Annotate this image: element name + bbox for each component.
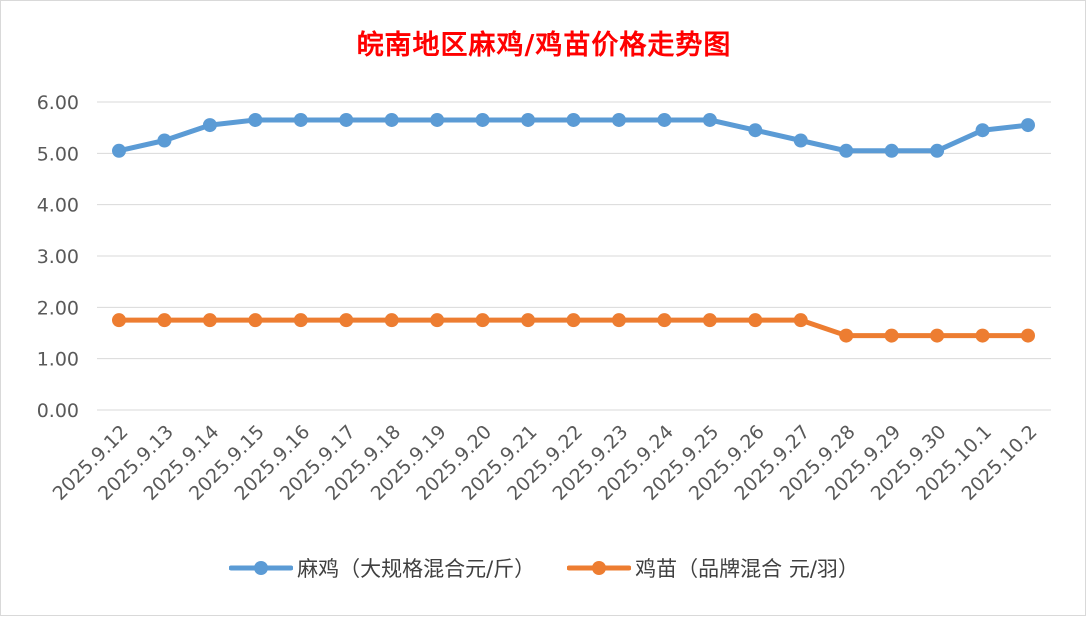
series-2-point[interactable]	[430, 313, 445, 328]
series-2-point[interactable]	[748, 313, 763, 328]
series-1-point[interactable]	[884, 143, 899, 158]
series-1-point[interactable]	[384, 112, 399, 127]
series-1-point[interactable]	[1021, 118, 1035, 133]
series-1-point[interactable]	[430, 112, 445, 127]
series-1-point[interactable]	[930, 143, 945, 158]
series-1-point[interactable]	[657, 112, 672, 127]
legend-swatch-series-2	[567, 561, 632, 575]
series-1-point[interactable]	[521, 112, 536, 127]
y-axis-ticks: 0.00 1.00 2.00 3.00 4.00 5.00 6.00	[37, 92, 79, 422]
series-2-point[interactable]	[611, 313, 626, 328]
series-1-point[interactable]	[475, 112, 490, 127]
series-layer	[112, 112, 1035, 343]
series-1-point[interactable]	[975, 123, 990, 138]
series-2-point[interactable]	[112, 313, 126, 328]
series-1-point[interactable]	[566, 112, 581, 127]
series-1-point[interactable]	[839, 143, 854, 158]
series-2-point[interactable]	[839, 328, 854, 343]
y-tick-label: 0.00	[37, 400, 79, 422]
series-2-point[interactable]	[566, 313, 581, 328]
legend-label-series-1: 麻鸡（大规格混合元/斤）	[297, 557, 536, 581]
series-2-point[interactable]	[793, 313, 808, 328]
series-2-point[interactable]	[293, 313, 308, 328]
series-1-point[interactable]	[339, 112, 354, 127]
series-2-point[interactable]	[657, 313, 672, 328]
series-1-point[interactable]	[157, 133, 172, 148]
series-2-point[interactable]	[930, 328, 945, 343]
series-1-point[interactable]	[293, 112, 308, 127]
series-2-point[interactable]	[1021, 328, 1035, 343]
series-2-point[interactable]	[157, 313, 172, 328]
x-axis-ticks: 2025.9.122025.9.132025.9.142025.9.152025…	[49, 421, 1042, 505]
legend: 麻鸡（大规格混合元/斤） 鸡苗（品牌混合 元/羽）	[1, 553, 1086, 583]
grid-layer	[97, 101, 1051, 411]
y-tick-label: 3.00	[37, 246, 79, 268]
legend-item-series-1[interactable]: 麻鸡（大规格混合元/斤）	[229, 553, 535, 583]
legend-label-series-2: 鸡苗（品牌混合 元/羽）	[635, 557, 859, 581]
series-2-point[interactable]	[475, 313, 490, 328]
series-1-point[interactable]	[248, 112, 263, 127]
legend-item-series-2[interactable]: 鸡苗（品牌混合 元/羽）	[567, 553, 859, 583]
series-1-point[interactable]	[793, 133, 808, 148]
series-2-point[interactable]	[202, 313, 217, 328]
series-2-point[interactable]	[384, 313, 399, 328]
y-tick-label: 2.00	[37, 297, 79, 319]
y-tick-label: 4.00	[37, 195, 79, 217]
legend-swatch-series-1	[229, 561, 294, 575]
series-2-point[interactable]	[521, 313, 536, 328]
series-1-point[interactable]	[702, 112, 717, 127]
chart-title: 皖南地区麻鸡/鸡苗价格走势图	[356, 30, 732, 61]
y-tick-label: 6.00	[37, 92, 79, 114]
series-1-point[interactable]	[611, 112, 626, 127]
series-2-point[interactable]	[339, 313, 354, 328]
series-2-point[interactable]	[884, 328, 899, 343]
y-tick-label: 1.00	[37, 349, 79, 371]
y-tick-label: 5.00	[37, 143, 79, 165]
series-2-point[interactable]	[248, 313, 263, 328]
series-1-point[interactable]	[748, 123, 763, 138]
series-2-point[interactable]	[975, 328, 990, 343]
series-1-point[interactable]	[202, 118, 217, 133]
series-2-point[interactable]	[702, 313, 717, 328]
series-1-point[interactable]	[112, 143, 126, 158]
